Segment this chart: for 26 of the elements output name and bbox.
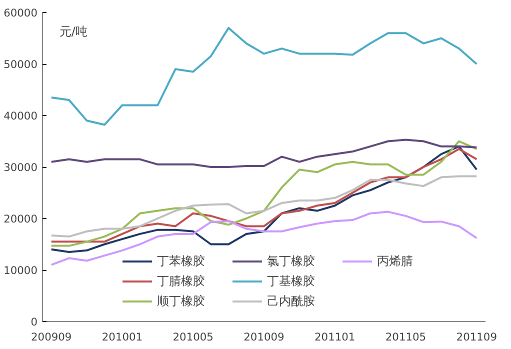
legend-label: 己内酰胺	[267, 292, 316, 310]
line-series	[50, 175, 478, 238]
x-tick-label: 201001	[102, 330, 143, 344]
line-series	[50, 138, 478, 168]
x-tick-label: 201105	[385, 330, 426, 344]
y-tick-label: 60000	[4, 6, 38, 20]
line-series	[50, 210, 478, 266]
legend-label: 氯丁橡胶	[267, 252, 316, 270]
y-tick-label: 50000	[4, 58, 38, 71]
y-tick-label: 0	[30, 316, 38, 328]
x-tick-label: 201005	[172, 330, 214, 344]
legend-label: 顺丁橡胶	[157, 292, 206, 310]
legend-label: 丙烯腈	[377, 252, 414, 270]
y-tick-label: 30000	[4, 161, 38, 174]
y-tick-label: 20000	[4, 212, 38, 226]
legend-label: 丁腈橡胶	[157, 272, 206, 290]
line-series	[50, 26, 478, 126]
x-tick-label: 200909	[31, 330, 72, 344]
y-axis-title: 元/吨	[59, 24, 88, 38]
legend-label: 丁苯橡胶	[157, 252, 206, 270]
x-tick-label: 201109	[456, 330, 498, 344]
y-tick-label: 10000	[4, 264, 38, 277]
legend-label: 丁基橡胶	[267, 272, 316, 290]
x-tick-label: 201101	[314, 330, 356, 344]
x-tick-label: 201009	[244, 330, 285, 344]
y-tick-label: 40000	[4, 110, 38, 122]
